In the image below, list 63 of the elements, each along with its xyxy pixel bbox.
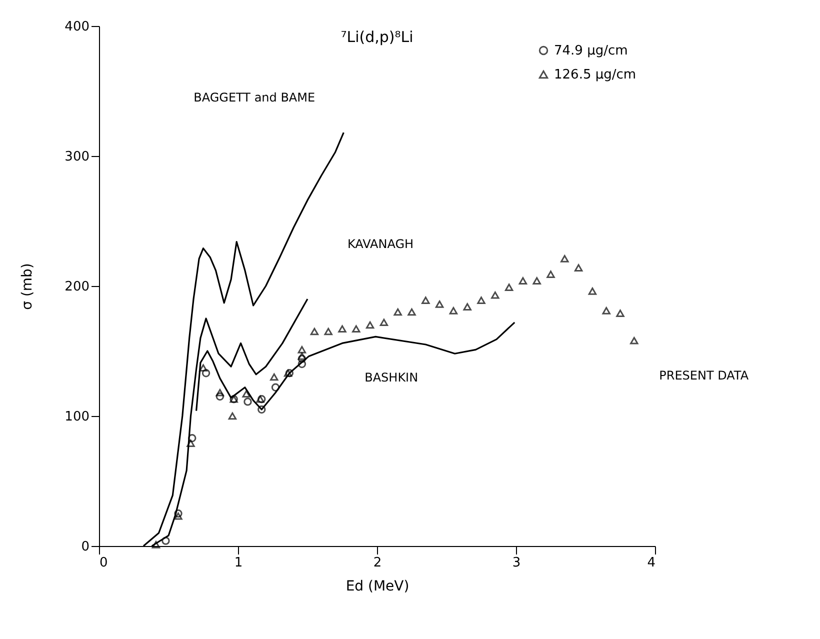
x-axis-title: Ed (MeV) — [346, 578, 410, 594]
y-tick-label: 100 — [64, 410, 90, 424]
point — [324, 328, 332, 336]
point — [174, 509, 182, 518]
point — [380, 318, 388, 326]
point — [242, 390, 250, 398]
point — [199, 364, 208, 372]
point — [174, 512, 182, 520]
point — [216, 388, 224, 396]
point — [162, 536, 170, 545]
point — [518, 277, 528, 284]
x-tick-label: 1 — [234, 556, 243, 570]
point — [602, 307, 610, 314]
point — [574, 264, 583, 272]
legend-label: 74.9 μg/cm — [554, 44, 628, 58]
point — [298, 352, 306, 360]
point — [630, 336, 638, 344]
x-tick-label: 4 — [647, 556, 656, 570]
point — [271, 383, 280, 392]
point — [449, 307, 458, 314]
point — [186, 440, 195, 447]
point — [298, 346, 306, 354]
point — [228, 412, 237, 420]
x-tick-label: 0 — [100, 556, 108, 570]
x-tick-label: 3 — [512, 556, 521, 570]
point — [532, 277, 541, 284]
point — [560, 255, 569, 262]
x-tick-label: 2 — [373, 556, 382, 570]
point — [352, 325, 360, 333]
y-axis-title: σ (mb) — [20, 263, 36, 310]
point — [188, 434, 196, 442]
point — [310, 328, 319, 336]
annotation: BAGGETT and BAME — [194, 90, 316, 105]
point — [477, 296, 486, 304]
annotation: KAVANAGH — [348, 237, 414, 251]
point — [216, 392, 224, 401]
point — [588, 288, 597, 295]
point — [298, 354, 306, 363]
point — [408, 308, 416, 316]
point — [258, 405, 266, 414]
point — [463, 303, 472, 310]
text: PRESENT DATA — [659, 368, 750, 383]
point — [422, 296, 430, 304]
point — [504, 284, 514, 291]
point — [338, 325, 346, 333]
point — [616, 310, 624, 317]
point — [366, 321, 374, 329]
y-tick-label: 300 — [64, 150, 90, 164]
point — [435, 300, 444, 308]
chart-title: ⁷Li(d,p)⁸Li — [340, 28, 414, 46]
point — [491, 291, 500, 299]
y-tick-label: 0 — [81, 540, 90, 554]
point — [298, 360, 306, 368]
point — [394, 308, 402, 316]
y-tick-label: 200 — [64, 280, 90, 294]
point — [202, 369, 210, 378]
point — [152, 541, 160, 548]
y-tick-label: 400 — [64, 20, 90, 34]
legend-label: 126.5 μg/cm — [554, 68, 636, 82]
annotation: BASHKIN — [364, 370, 418, 384]
point — [270, 373, 278, 381]
point — [244, 398, 252, 406]
point — [546, 270, 555, 278]
